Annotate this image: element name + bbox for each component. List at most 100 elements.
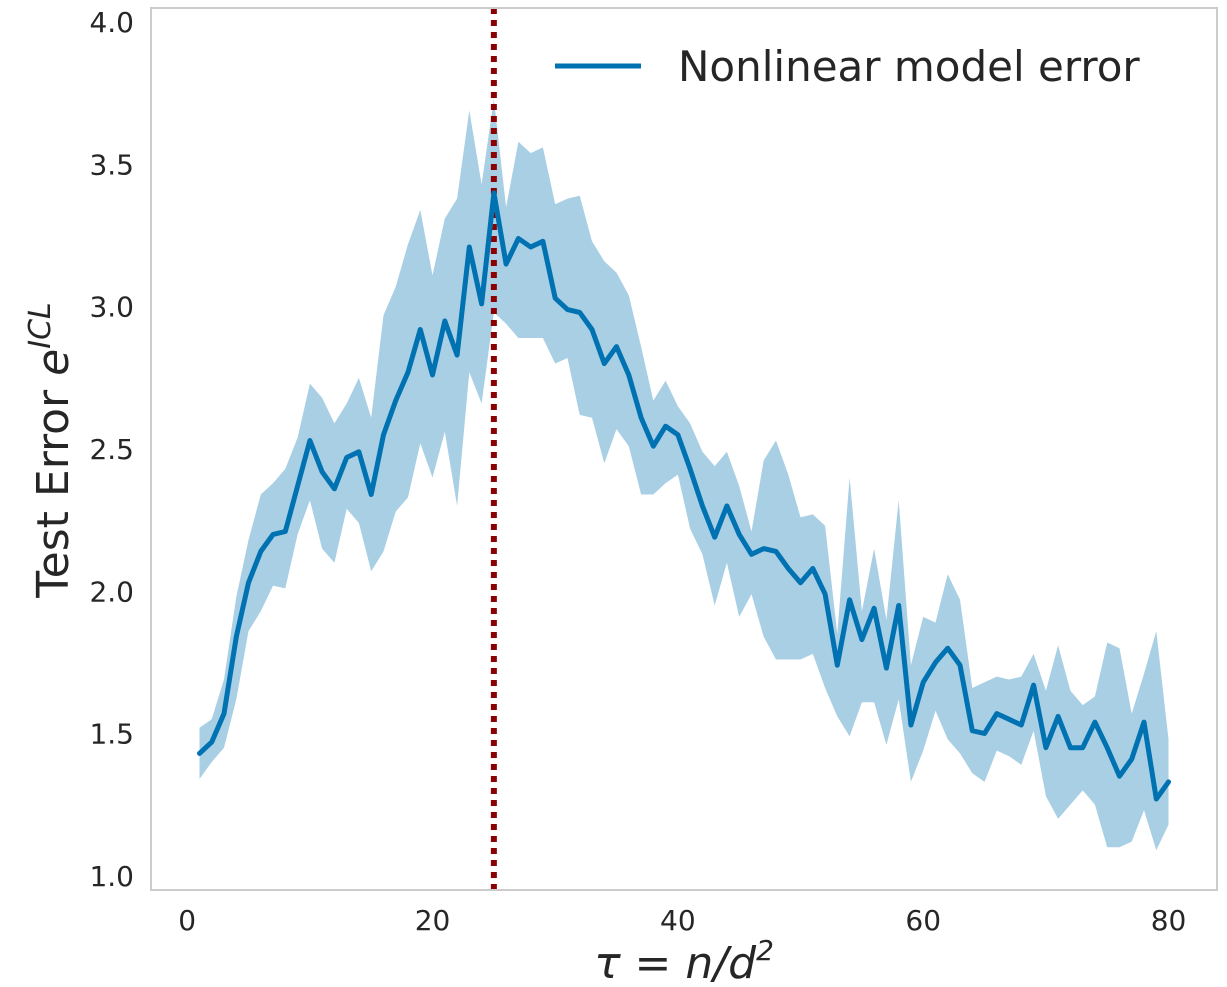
data-point	[394, 399, 398, 403]
data-point	[1081, 746, 1085, 750]
data-point	[909, 723, 913, 727]
data-point	[234, 635, 238, 639]
x-axis-label: τ = n/d2	[594, 934, 774, 987]
y-tick-label: 3.5	[89, 148, 134, 181]
data-point	[541, 239, 545, 243]
data-point	[381, 433, 385, 437]
plot-area	[197, 8, 1170, 890]
data-point	[320, 470, 324, 474]
data-point	[921, 680, 925, 684]
confidence-band	[200, 99, 1169, 850]
data-point	[774, 549, 778, 553]
y-tick-label: 2.0	[89, 575, 134, 608]
data-point	[271, 532, 275, 536]
data-point	[1167, 780, 1171, 784]
data-point	[897, 603, 901, 607]
x-tick-label: 80	[1151, 904, 1187, 937]
legend-label: Nonlinear model error	[678, 42, 1140, 91]
data-point	[1032, 683, 1036, 687]
data-point	[725, 504, 729, 508]
x-tick-label: 20	[415, 904, 451, 937]
data-point	[1093, 720, 1097, 724]
data-point	[749, 552, 753, 556]
data-point	[1068, 746, 1072, 750]
data-point	[529, 245, 533, 249]
data-point	[369, 493, 373, 497]
data-point	[884, 666, 888, 670]
data-point	[737, 532, 741, 536]
x-tick-label: 40	[660, 904, 696, 937]
data-point	[406, 370, 410, 374]
data-point	[1007, 717, 1011, 721]
data-point	[664, 424, 668, 428]
data-point	[578, 310, 582, 314]
data-point	[823, 592, 827, 596]
data-point	[639, 416, 643, 420]
y-tick-label: 2.5	[89, 433, 134, 466]
y-tick-label: 1.5	[89, 718, 134, 751]
x-tick-label: 0	[178, 904, 196, 937]
data-point	[1117, 774, 1121, 778]
data-point	[345, 456, 349, 460]
data-point	[332, 487, 336, 491]
data-point	[296, 484, 300, 488]
data-point	[983, 732, 987, 736]
y-tick-label: 1.0	[89, 860, 134, 893]
data-point	[259, 549, 263, 553]
data-point	[799, 581, 803, 585]
data-point	[1130, 757, 1134, 761]
data-point	[197, 751, 201, 755]
x-tick-label: 60	[905, 904, 941, 937]
data-point	[565, 308, 569, 312]
data-point	[357, 450, 361, 454]
data-point	[467, 245, 471, 249]
data-point	[688, 467, 692, 471]
data-point	[958, 663, 962, 667]
data-point	[492, 191, 496, 195]
data-point	[1105, 746, 1109, 750]
y-axis-label: Test Error eICL	[23, 302, 79, 598]
data-point	[1019, 723, 1023, 727]
data-point	[1154, 797, 1158, 801]
data-point	[615, 345, 619, 349]
data-point	[418, 328, 422, 332]
x-ticks: 0 20 40 60 80	[178, 904, 1186, 937]
data-point	[627, 373, 631, 377]
data-point	[762, 547, 766, 551]
legend: Nonlinear model error	[555, 42, 1140, 91]
y-tick-label: 3.0	[89, 291, 134, 324]
data-point	[516, 236, 520, 240]
data-point	[713, 535, 717, 539]
data-point	[651, 444, 655, 448]
data-point	[848, 598, 852, 602]
data-point	[590, 328, 594, 332]
data-point	[602, 362, 606, 366]
data-point	[504, 262, 508, 266]
y-ticks: 1.0 1.5 2.0 2.5 3.0 3.5 4.0	[89, 6, 134, 893]
data-point	[308, 438, 312, 442]
data-point	[1142, 720, 1146, 724]
data-point	[835, 663, 839, 667]
data-point	[860, 638, 864, 642]
data-point	[222, 712, 226, 716]
data-point	[247, 581, 251, 585]
data-point	[676, 433, 680, 437]
data-point	[933, 660, 937, 664]
data-point	[811, 566, 815, 570]
data-point	[1044, 746, 1048, 750]
data-point	[553, 296, 557, 300]
data-point	[786, 566, 790, 570]
data-point	[1056, 714, 1060, 718]
data-point	[480, 302, 484, 306]
y-tick-label: 4.0	[89, 6, 134, 39]
data-point	[443, 319, 447, 323]
data-point	[210, 740, 214, 744]
data-point	[872, 606, 876, 610]
data-point	[455, 353, 459, 357]
data-point	[970, 729, 974, 733]
data-point	[995, 712, 999, 716]
data-point	[431, 373, 435, 377]
data-point	[700, 504, 704, 508]
data-point	[283, 530, 287, 534]
